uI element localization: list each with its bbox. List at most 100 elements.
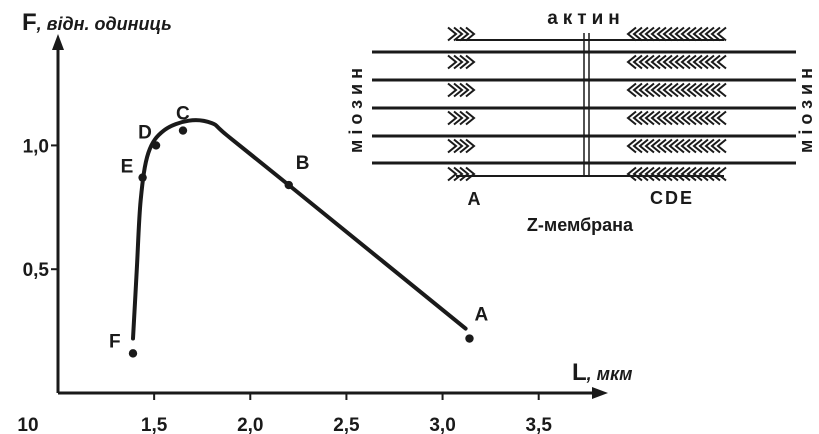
cross-bridge — [453, 110, 464, 126]
point-label-b: B — [296, 153, 310, 174]
cross-bridge — [686, 110, 697, 126]
cross-bridge — [698, 26, 709, 42]
cross-bridge — [453, 54, 464, 70]
x-tick-label: 2,0 — [237, 415, 263, 434]
cross-bridge — [716, 54, 727, 70]
cross-bridge — [644, 82, 655, 98]
x-tick-label: 1,5 — [141, 415, 168, 434]
z-membrane-label: Z-мембрана — [527, 215, 634, 235]
cross-bridge — [662, 26, 673, 42]
cross-bridge — [447, 138, 458, 154]
cross-bridge — [459, 26, 470, 42]
cross-bridge — [668, 26, 679, 42]
cross-bridge — [465, 110, 476, 126]
cross-bridge — [626, 82, 637, 98]
cross-bridge — [656, 110, 667, 126]
cross-bridge — [698, 54, 709, 70]
cross-bridges — [447, 26, 727, 182]
cross-bridge — [650, 110, 661, 126]
cross-bridge — [704, 26, 715, 42]
cross-bridge — [626, 54, 637, 70]
cross-bridge — [716, 166, 727, 182]
cross-bridge — [668, 110, 679, 126]
cross-bridge — [447, 166, 458, 182]
cross-bridge — [674, 54, 685, 70]
cross-bridge — [680, 166, 691, 182]
cross-bridge — [710, 26, 721, 42]
x-tick-label: 3,0 — [429, 415, 455, 434]
myosin-label-right: міозин — [796, 63, 816, 153]
cross-bridge — [459, 138, 470, 154]
cross-bridge — [680, 82, 691, 98]
cross-bridge — [710, 54, 721, 70]
cross-bridge — [644, 166, 655, 182]
cross-bridge — [710, 82, 721, 98]
cross-bridge — [656, 26, 667, 42]
cross-bridge — [668, 82, 679, 98]
cross-bridge — [680, 110, 691, 126]
cross-bridge — [626, 166, 637, 182]
cross-bridge — [459, 82, 470, 98]
cross-bridge — [465, 82, 476, 98]
cross-bridge — [698, 166, 709, 182]
cross-bridge — [632, 82, 643, 98]
cross-bridge — [716, 26, 727, 42]
cross-bridge — [447, 54, 458, 70]
cross-bridge — [650, 138, 661, 154]
cross-bridge — [644, 110, 655, 126]
x-axis-label: L, мкм — [572, 359, 632, 386]
cross-bridge — [674, 26, 685, 42]
cross-bridge — [686, 26, 697, 42]
cross-bridge — [698, 110, 709, 126]
cross-bridge — [447, 110, 458, 126]
cross-bridge — [698, 82, 709, 98]
cross-bridge — [674, 138, 685, 154]
cross-bridge — [674, 82, 685, 98]
cross-bridge — [704, 82, 715, 98]
y-axis-symbol: F — [22, 9, 37, 36]
y-axis-label: F, відн. одиниць — [22, 9, 172, 36]
point-label-d: D — [138, 122, 152, 143]
myosin-label-left: міозин — [346, 63, 366, 153]
cross-bridge — [465, 26, 476, 42]
cross-bridge — [459, 110, 470, 126]
cross-bridge — [453, 82, 464, 98]
cross-bridge — [692, 82, 703, 98]
y-tick-label: 0,5 — [23, 260, 50, 281]
data-point-a — [465, 334, 474, 343]
cross-bridge — [668, 138, 679, 154]
cross-bridge — [650, 82, 661, 98]
cross-bridge — [644, 138, 655, 154]
data-point-b — [284, 180, 293, 190]
cross-bridge — [644, 54, 655, 70]
data-point-e — [138, 173, 147, 182]
cross-bridge — [638, 82, 649, 98]
x-axis-unit: , мкм — [586, 364, 633, 384]
x-tick-label: 2,5 — [333, 415, 360, 434]
cross-bridge — [638, 166, 649, 182]
cross-bridge — [686, 138, 697, 154]
cross-bridge — [465, 138, 476, 154]
cross-bridge — [662, 54, 673, 70]
cross-bridge — [662, 82, 673, 98]
data-point-d — [151, 141, 161, 150]
cross-bridge — [704, 110, 715, 126]
cross-bridge — [447, 26, 458, 42]
cross-bridge — [662, 110, 673, 126]
cross-bridge — [644, 26, 655, 42]
cross-bridge — [638, 54, 649, 70]
cross-bridge — [662, 138, 673, 154]
point-label-f: F — [109, 331, 121, 352]
cross-bridge — [638, 110, 649, 126]
y-axis-unit: , відн. одиниць — [36, 14, 172, 34]
point-label-c: C — [176, 104, 190, 125]
cross-bridge — [638, 26, 649, 42]
cross-bridge — [632, 166, 643, 182]
ticks: 10 1,5 2,0 2,5 3,0 3,5 0,5 1,0 — [17, 136, 552, 434]
cross-bridge — [632, 110, 643, 126]
y-axis-arrow — [52, 34, 64, 50]
point-label-e: E — [121, 157, 134, 178]
cross-bridge — [704, 166, 715, 182]
data-point-c — [178, 126, 188, 135]
